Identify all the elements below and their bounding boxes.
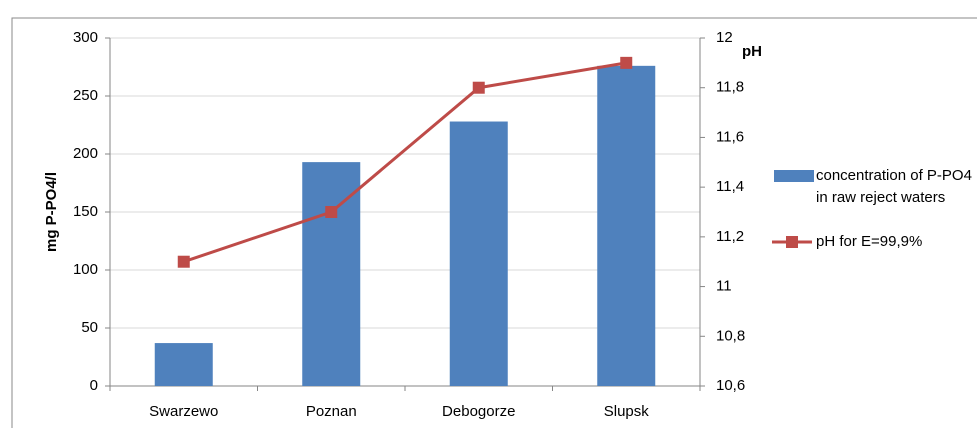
y2-tick-label: 12 <box>716 29 733 46</box>
bar <box>154 343 213 386</box>
y-tick-label: 0 <box>90 377 98 394</box>
x-tick-label: Debogorze <box>442 403 515 420</box>
y2-tick-label: 10,6 <box>716 377 745 394</box>
line-marker <box>325 206 338 218</box>
x-tick-label: Poznan <box>306 403 357 420</box>
y2-tick-label: 10,8 <box>716 327 745 344</box>
line-marker <box>472 81 485 94</box>
legend-swatch <box>774 170 814 182</box>
legend-text: concentration of P-PO4 in raw reject wat… <box>816 167 972 206</box>
x-tick-label: Slupsk <box>604 403 650 420</box>
legend-entry: pH for E=99,9% <box>816 233 923 250</box>
line-marker <box>620 56 633 69</box>
bar <box>449 121 508 387</box>
legend-entry: concentration of P-PO4 in raw reject wat… <box>816 167 972 206</box>
line <box>183 61 627 264</box>
y2-tick-label: 11,2 <box>716 228 744 245</box>
y-tick-label: 200 <box>73 145 98 162</box>
line-marker <box>177 255 190 268</box>
y-axis-label: mg P-PO4/l <box>43 172 60 252</box>
bar <box>302 162 361 386</box>
y2-tick-label: 11,8 <box>716 79 744 96</box>
y-tick-label: 50 <box>81 319 98 336</box>
y2-tick-label: 11,6 <box>716 128 744 145</box>
legend-marker <box>786 236 798 248</box>
y2-tick-label: 11,4 <box>716 178 744 195</box>
y-tick-label: 100 <box>73 261 98 278</box>
y2-axis-label: pH <box>742 43 762 60</box>
y-tick-label: 300 <box>73 29 98 46</box>
y-tick-label: 150 <box>73 203 98 220</box>
legend-text: pH for E=99,9% <box>816 233 923 250</box>
bar <box>597 65 656 386</box>
y2-tick-label: 11 <box>716 278 732 295</box>
x-tick-label: Swarzewo <box>149 403 218 420</box>
y-tick-label: 250 <box>73 87 98 104</box>
